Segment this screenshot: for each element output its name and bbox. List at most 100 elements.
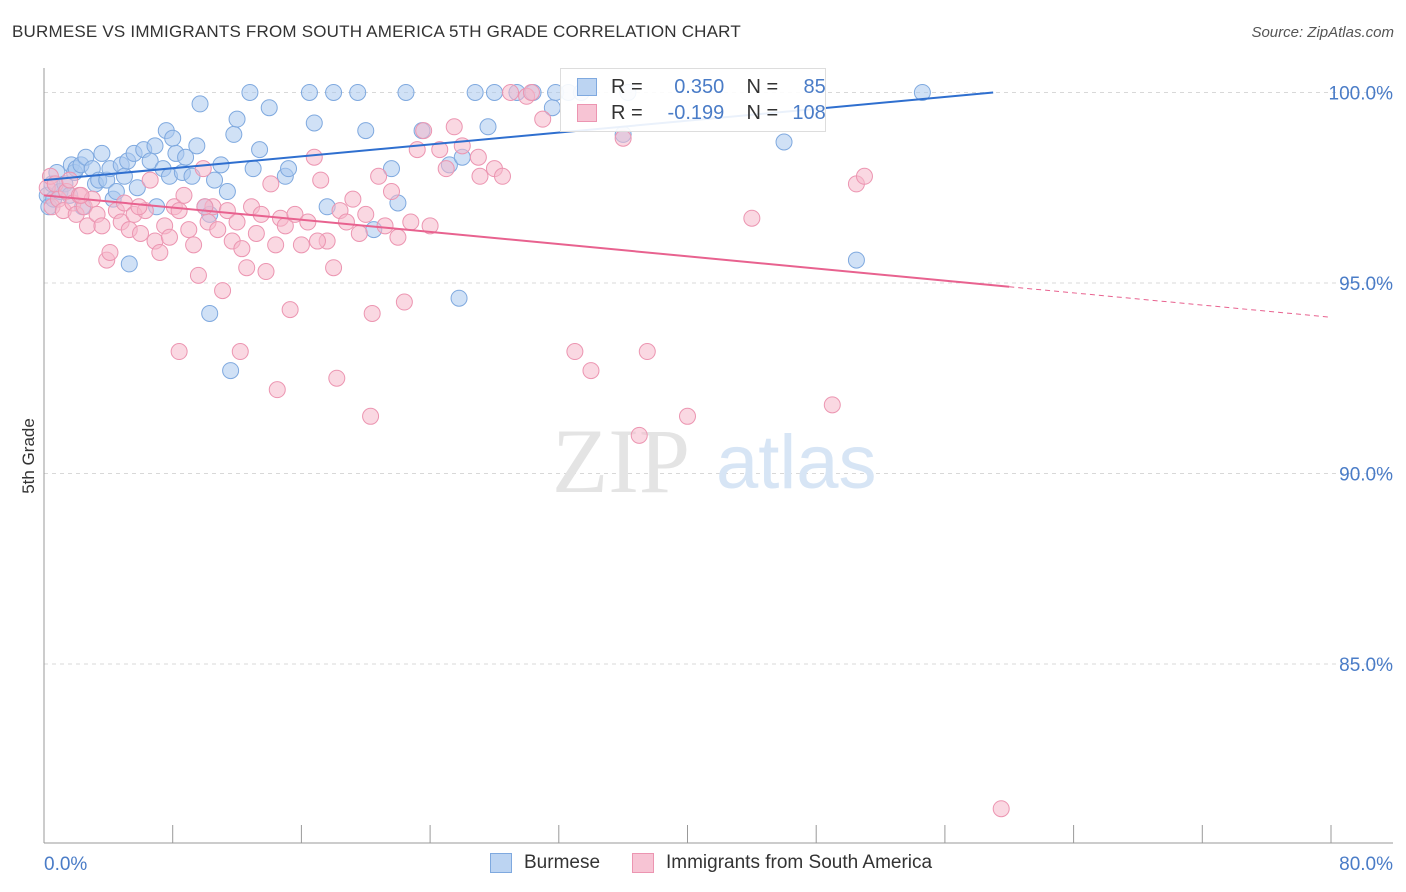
legend-r-label: R =: [611, 101, 643, 124]
point-burmese: [206, 171, 224, 189]
point-immigrants: [292, 236, 310, 254]
point-immigrants: [415, 122, 433, 140]
point-burmese: [128, 179, 146, 197]
point-immigrants: [823, 396, 841, 414]
point-burmese: [146, 137, 164, 155]
trend-line-extension: [1009, 286, 1332, 318]
point-immigrants: [389, 228, 407, 246]
legend-label-burmese: Burmese: [524, 852, 601, 873]
y-tick-labels: 85.0% 90.0% 95.0% 100.0%: [1329, 83, 1394, 675]
point-burmese: [222, 362, 240, 380]
point-burmese: [225, 125, 243, 143]
point-burmese: [251, 141, 269, 159]
point-immigrants: [421, 217, 439, 235]
watermark-zip: ZIP: [552, 410, 690, 512]
point-immigrants: [350, 224, 368, 242]
trend-line-immigrants: [43, 194, 1010, 288]
point-immigrants: [185, 236, 203, 254]
point-burmese: [913, 83, 931, 101]
point-immigrants: [431, 141, 449, 159]
point-immigrants: [170, 202, 188, 220]
point-immigrants: [502, 83, 520, 101]
point-immigrants: [469, 148, 487, 166]
point-immigrants: [175, 186, 193, 204]
legend-swatch-blue: [577, 78, 597, 96]
point-immigrants: [101, 243, 119, 261]
legend-swatch-pink: [577, 104, 597, 122]
point-immigrants: [855, 167, 873, 185]
legend-row-burmese: R = 0.350 N = 85: [577, 74, 826, 100]
source-label: Source: ZipAtlas.com: [1251, 24, 1394, 41]
point-burmese: [228, 110, 246, 128]
point-immigrants: [308, 232, 326, 250]
point-immigrants: [566, 343, 584, 361]
point-burmese: [485, 83, 503, 101]
point-immigrants: [325, 259, 343, 277]
point-immigrants: [370, 167, 388, 185]
series-legend: Burmese Immigrants from South America: [0, 852, 1406, 878]
legend-n-value: 108: [792, 101, 826, 124]
point-immigrants: [522, 83, 540, 101]
point-burmese: [120, 255, 138, 273]
point-burmese: [775, 133, 793, 151]
point-immigrants: [170, 343, 188, 361]
point-immigrants: [679, 407, 696, 425]
point-immigrants: [262, 175, 280, 193]
y-tick-label: 95.0%: [1339, 274, 1393, 295]
legend-n-label: N =: [746, 101, 779, 124]
point-burmese: [201, 304, 219, 322]
point-burmese: [357, 122, 375, 140]
point-immigrants: [72, 186, 90, 204]
point-burmese: [382, 160, 400, 178]
point-immigrants: [582, 362, 600, 380]
point-immigrants: [376, 217, 394, 235]
point-immigrants: [614, 129, 632, 147]
legend-r-value: -0.199: [667, 101, 725, 124]
point-burmese: [280, 160, 298, 178]
watermark-atlas: atlas: [716, 420, 877, 505]
point-immigrants: [437, 160, 455, 178]
point-immigrants: [228, 213, 246, 231]
point-immigrants: [382, 183, 400, 201]
legend-n-value: 85: [803, 75, 826, 98]
point-immigrants: [233, 240, 251, 258]
point-immigrants: [151, 243, 169, 261]
point-immigrants: [194, 160, 212, 178]
point-burmese: [349, 83, 367, 101]
point-immigrants: [267, 236, 285, 254]
point-immigrants: [743, 209, 761, 227]
point-immigrants: [363, 304, 381, 322]
watermark: ZIP atlas: [552, 410, 877, 512]
legend-row-immigrants: R = -0.199 N = 108: [577, 100, 826, 126]
trend-lines: [43, 91, 1332, 318]
point-immigrants: [141, 171, 159, 189]
y-axis-label: 5th Grade: [19, 418, 38, 494]
point-burmese: [260, 99, 278, 117]
point-burmese: [164, 129, 182, 147]
point-immigrants: [281, 301, 299, 319]
point-burmese: [325, 83, 343, 101]
point-burmese: [241, 83, 259, 101]
point-immigrants: [305, 148, 323, 166]
point-burmese: [188, 137, 206, 155]
point-immigrants: [357, 205, 375, 223]
point-immigrants: [238, 259, 256, 277]
legend-item-burmese: Burmese: [490, 852, 600, 874]
point-burmese: [305, 114, 323, 132]
point-burmese: [397, 83, 415, 101]
point-burmese: [177, 148, 195, 166]
point-immigrants: [445, 118, 463, 136]
point-immigrants: [299, 213, 317, 231]
point-immigrants: [231, 343, 249, 361]
point-immigrants: [493, 167, 511, 185]
legend-r-label: R =: [611, 75, 643, 98]
point-burmese: [479, 118, 497, 136]
point-burmese: [300, 83, 318, 101]
x-tick-label-max: 80.0%: [1339, 854, 1393, 875]
point-immigrants: [130, 198, 148, 216]
legend-label-immigrants: Immigrants from South America: [666, 852, 933, 873]
legend-n-label: N =: [746, 75, 779, 98]
x-tick-label-min: 0.0%: [44, 854, 87, 875]
point-immigrants: [402, 213, 420, 231]
point-immigrants: [344, 190, 362, 208]
